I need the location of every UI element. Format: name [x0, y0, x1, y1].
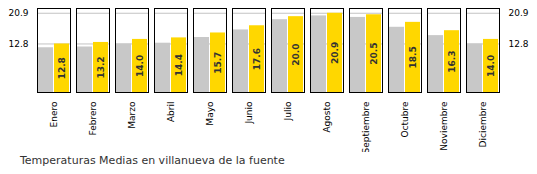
svg-text:20.5: 20.5 [369, 43, 379, 65]
svg-text:Julio: Julio [283, 101, 293, 121]
svg-text:12.8: 12.8 [509, 39, 529, 49]
svg-text:14.0: 14.0 [486, 55, 496, 77]
svg-text:20.9: 20.9 [509, 8, 529, 18]
svg-text:Junio: Junio [244, 101, 254, 125]
svg-text:Marzo: Marzo [127, 101, 137, 129]
svg-text:Abril: Abril [166, 102, 176, 123]
svg-text:16.3: 16.3 [447, 50, 457, 72]
svg-text:14.4: 14.4 [174, 54, 184, 76]
svg-text:Mayo: Mayo [205, 101, 215, 126]
svg-text:13.2: 13.2 [96, 56, 106, 78]
svg-text:Noviembre: Noviembre [439, 101, 449, 151]
html-text:Temperaturas Medias en villanu: Temperaturas Medias en villanueva de la … [20, 154, 285, 167]
svg-text:20.0: 20.0 [291, 43, 301, 65]
svg-text:20.9: 20.9 [8, 8, 28, 18]
svg-text:18.5: 18.5 [408, 46, 418, 68]
svg-text:20.9: 20.9 [330, 42, 340, 64]
svg-text:17.6: 17.6 [252, 48, 262, 70]
svg-text:Octubre: Octubre [400, 101, 410, 137]
svg-text:Agosto: Agosto [322, 101, 332, 133]
svg-text:Diciembre: Diciembre [478, 101, 488, 147]
svg-text:12.8: 12.8 [8, 39, 28, 49]
svg-text:12.8: 12.8 [57, 57, 67, 79]
svg-text:Septiembre: Septiembre [361, 101, 371, 152]
svg-text:14.0: 14.0 [135, 55, 145, 77]
svg-text:Enero: Enero [49, 101, 59, 127]
svg-text:15.7: 15.7 [213, 52, 223, 74]
svg-text:Febrero: Febrero [88, 101, 98, 135]
